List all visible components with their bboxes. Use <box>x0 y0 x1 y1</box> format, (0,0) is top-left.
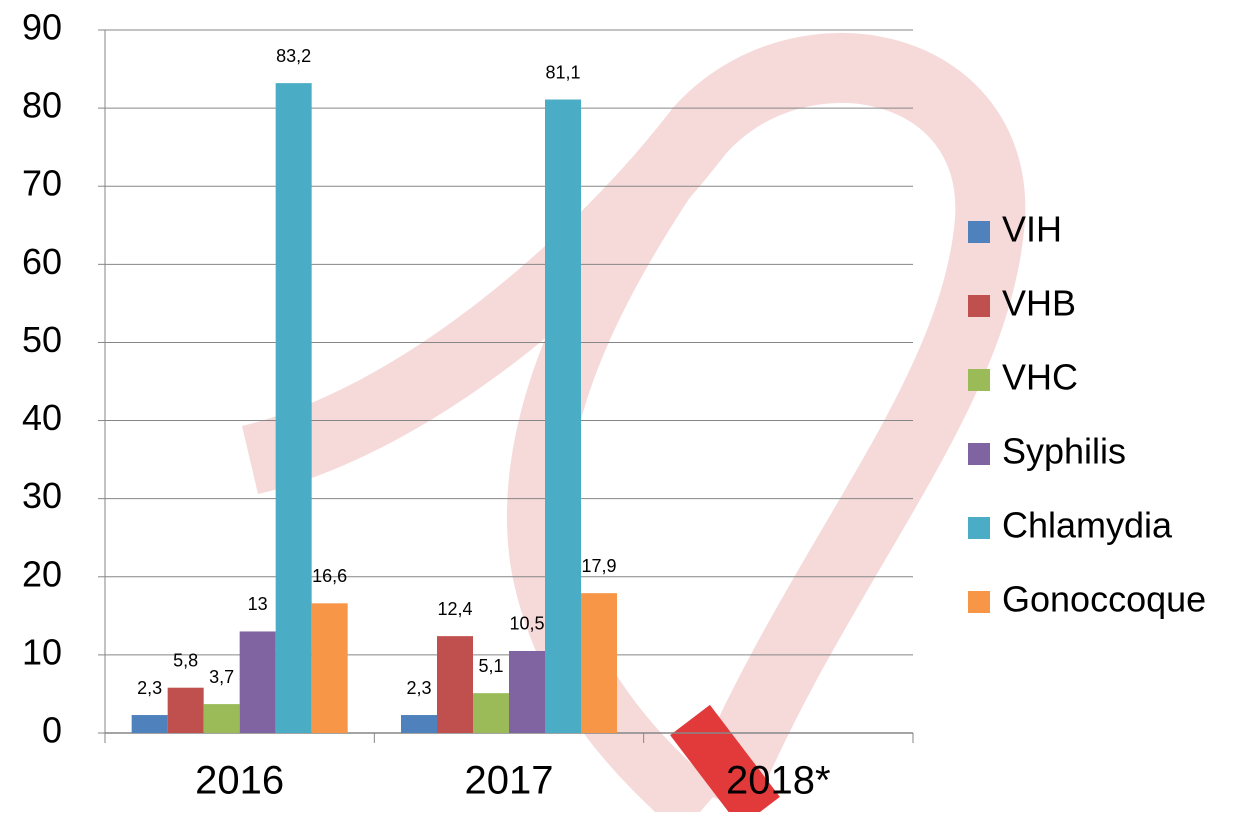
y-tick-label: 90 <box>22 7 62 48</box>
data-label: 2,3 <box>406 678 431 698</box>
data-label: 17,9 <box>581 556 616 576</box>
legend-swatch <box>968 443 990 465</box>
x-tick-label: 2017 <box>465 759 554 803</box>
bar <box>204 704 240 733</box>
legend-label: Gonoccoque <box>1002 579 1206 620</box>
legend-label: Chlamydia <box>1002 505 1173 546</box>
bar <box>509 651 545 733</box>
data-label: 3,7 <box>209 667 234 687</box>
bar <box>473 693 509 733</box>
legend-label: Syphilis <box>1002 431 1126 472</box>
bar <box>437 636 473 733</box>
y-tick-label: 80 <box>22 85 62 126</box>
y-tick-label: 20 <box>22 553 62 594</box>
bar <box>545 100 581 733</box>
bar <box>168 688 204 733</box>
y-tick-label: 40 <box>22 397 62 438</box>
data-label: 5,1 <box>478 656 503 676</box>
data-label: 16,6 <box>312 566 347 586</box>
y-tick-label: 70 <box>22 163 62 204</box>
legend-label: VHB <box>1002 283 1076 324</box>
page: {"chart_data": { "type": "bar", "categor… <box>0 0 1252 817</box>
bar <box>312 603 348 733</box>
x-tick-label: 2016 <box>195 759 284 803</box>
chart: 0 10 20 30 40 50 60 70 80 90 2016 2,3 5,8 3,7 13 83,2 16… <box>0 0 1252 812</box>
y-tick-label: 60 <box>22 241 62 282</box>
legend-label: VIH <box>1002 209 1062 250</box>
bar <box>401 715 437 733</box>
data-label: 5,8 <box>173 650 198 670</box>
data-label: 83,2 <box>276 46 311 66</box>
y-tick-label: 50 <box>22 319 62 360</box>
data-label: 81,1 <box>545 62 580 82</box>
data-label: 12,4 <box>437 599 472 619</box>
bar <box>276 83 312 733</box>
legend-swatch <box>968 517 990 539</box>
y-tick-label: 0 <box>42 710 62 751</box>
x-tick-label: 2018* <box>726 759 831 803</box>
watermark-ribbon <box>250 68 990 812</box>
data-label: 2,3 <box>137 678 162 698</box>
legend-label: VHC <box>1002 357 1078 398</box>
legend-swatch <box>968 369 990 391</box>
bar <box>581 593 617 733</box>
legend-swatch <box>968 295 990 317</box>
bar <box>240 631 276 733</box>
legend-swatch <box>968 591 990 613</box>
data-label: 13 <box>248 594 268 614</box>
y-tick-label: 30 <box>22 475 62 516</box>
legend-swatch <box>968 221 990 243</box>
bar <box>132 715 168 733</box>
y-tick-label: 10 <box>22 631 62 672</box>
data-label: 10,5 <box>509 614 544 634</box>
